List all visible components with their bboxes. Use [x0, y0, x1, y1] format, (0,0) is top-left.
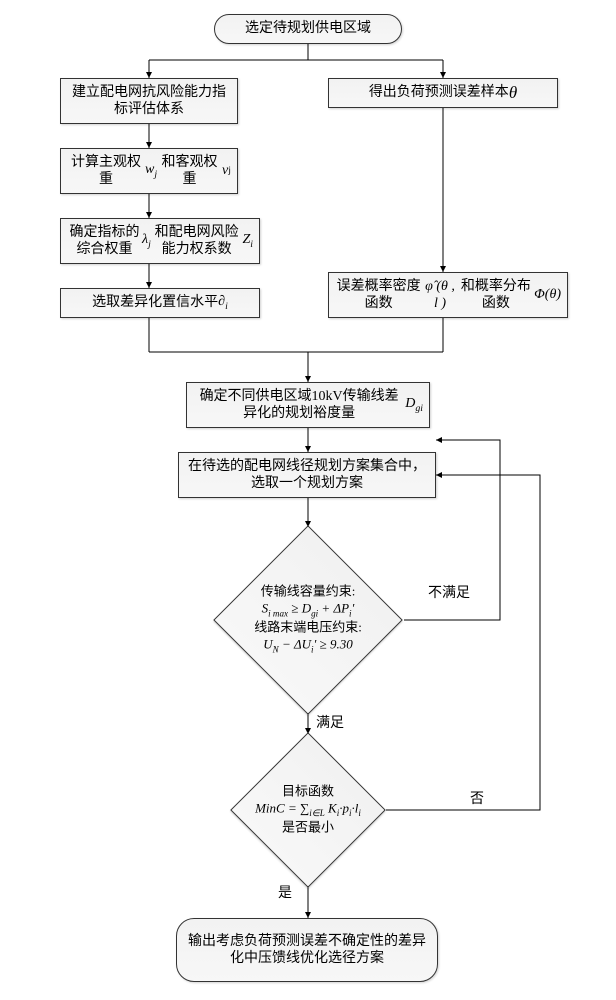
node-start: 选定待规划供电区域 [214, 14, 402, 44]
node-l1: 建立配电网抗风险能力指标评估体系 [60, 78, 238, 124]
node-end: 输出考虑负荷预测误差不确定性的差异化中压馈线优化选径方案 [176, 918, 438, 982]
label-d1-no: 不满足 [428, 582, 470, 602]
node-l2: 计算主观权重wj和客观权重vj [60, 148, 238, 194]
label-d1-yes: 满足 [316, 712, 344, 732]
node-mid2: 在待选的配电网线径规划方案集合中，选取一个规划方案 [178, 452, 436, 498]
label-d2-yes: 是 [278, 882, 292, 902]
node-l4: 选取差异化置信水平∂i [60, 288, 260, 318]
node-mid1: 确定不同供电区域10kV传输线差异化的规划裕度量Dgi [186, 382, 430, 428]
decision-objective: 目标函数MinC = ∑i∈L Ki·pi·li是否最小 [230, 734, 386, 886]
node-r1: 得出负荷预测误差样本 θ [328, 78, 558, 108]
node-r2: 误差概率密度函数 φ̂ (θ , l ) 和概率分布函数 Φ(θ) [328, 272, 568, 318]
label-d2-no: 否 [470, 788, 484, 808]
decision-constraints: 传输线容量约束:Si max ≥ Dgi + ΔPi′线路末端电压约束:UN −… [212, 527, 404, 713]
node-l3: 确定指标的综合权重 λj 和配电网风险能力权系数Zi [60, 218, 260, 264]
